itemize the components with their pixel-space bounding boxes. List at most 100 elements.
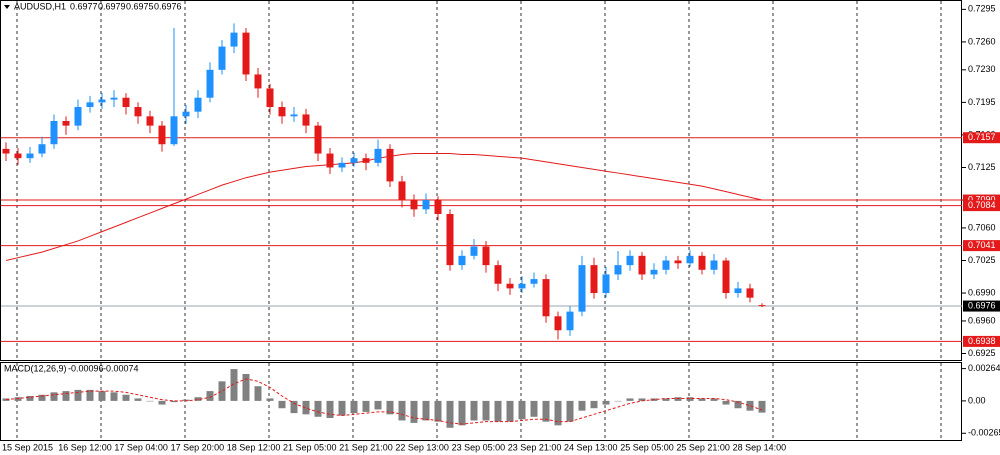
candle-body [122,97,130,108]
macd-bar [338,400,346,416]
candle-body [542,279,550,317]
level-label: 0.7041 [968,240,996,250]
macd-bar [710,398,718,401]
candle-body [734,288,742,294]
macd-bar [38,394,46,401]
candle-body [590,265,598,294]
macd-bar [470,400,478,421]
candle-body [506,283,514,289]
macd-bar [722,400,730,405]
macd-bar [218,381,226,401]
macd-bar [170,400,178,403]
candle-body [422,200,430,210]
signal-value: -0.00074 [103,363,139,373]
level-label: 0.7157 [968,132,996,142]
macd-bar [326,400,334,418]
macd-y-tick-label: -0.00265 [968,428,1000,438]
level-label-box [963,335,1000,347]
candle-body [722,260,730,294]
menu-arrow[interactable] [4,5,10,9]
candle-body [134,107,142,117]
x-tick-label: 23 Sep 21:00 [508,442,562,452]
candle-body [170,116,178,145]
candle-body [674,260,682,264]
macd-bar [230,369,238,401]
candle-body [398,181,406,201]
macd-bar [602,400,610,405]
candle-body [218,46,226,70]
candle-body [650,269,658,275]
candle-body [50,120,58,145]
candle-body [266,88,274,108]
macd-bar [194,397,202,401]
macd-bar [98,391,106,401]
candle-body [374,148,382,163]
candle-body [518,283,526,289]
macd-bar [386,400,394,415]
candle-body [338,162,346,168]
macd-bar [614,400,622,402]
macd-bar [410,400,418,423]
candle-body [686,255,694,264]
candle-body [194,97,202,112]
macd-bar [146,400,154,402]
macd-bar [206,391,214,401]
candle-body [566,311,574,331]
macd-bar [662,398,670,401]
macd-bar [554,400,562,426]
macd-bar [374,400,382,410]
macd-bar [758,400,766,413]
macd-bar [350,400,358,414]
macd-bar [746,400,754,411]
candle-body [26,153,34,159]
macd-bar [698,398,706,401]
y-tick-label: 0.7025 [968,255,996,265]
candle-body [626,255,634,266]
candle-body [662,260,670,270]
candle-body [2,148,10,154]
level-label-box [963,240,1000,252]
high-value: 0.6979 [98,1,126,11]
macd-bar [638,398,646,401]
macd-bar [458,400,466,426]
macd-bar [158,400,166,405]
macd-bar [578,400,586,411]
level-label-box [963,194,1000,206]
low-value: 0.6975 [126,1,154,11]
macd-panel [0,362,962,441]
candle-body [602,274,610,294]
candle-body [14,153,22,159]
x-tick-label: 17 Sep 04:00 [114,442,168,452]
candle-body [362,158,370,163]
open-value: 0.6977 [70,1,98,11]
x-tick-label: 28 Sep 14:00 [733,442,787,452]
moving-average [5,153,763,261]
macd-bar [626,398,634,401]
main-panel [0,0,962,361]
macd-bar [254,386,262,401]
macd-bar [26,396,34,401]
macd-bar [14,397,22,401]
candle-body [230,32,238,47]
candle-body [758,305,766,307]
y-tick-label: 0.7060 [968,222,996,232]
macd-bar [110,392,118,401]
current-price-box [963,300,1000,312]
macd-bar [734,400,742,409]
y-tick-label: 0.6925 [968,348,996,358]
macd-bar [566,400,574,422]
candle-body [350,158,358,163]
candle-body [302,114,310,126]
x-tick-label: 24 Sep 13:00 [564,442,618,452]
macd-y-tick-label: 0.00264 [968,363,1000,373]
x-tick-label: 21 Sep 21:00 [339,442,393,452]
y-tick-label: 0.7195 [968,97,996,107]
macd-bar [290,400,298,414]
y-tick-label: 0.7125 [968,162,996,172]
symbol: AUDUSD,H1 [14,1,66,11]
level-label: 0.7084 [968,200,996,210]
candle-body [530,279,538,284]
candle-body [710,260,718,270]
macd-signal [5,378,763,425]
